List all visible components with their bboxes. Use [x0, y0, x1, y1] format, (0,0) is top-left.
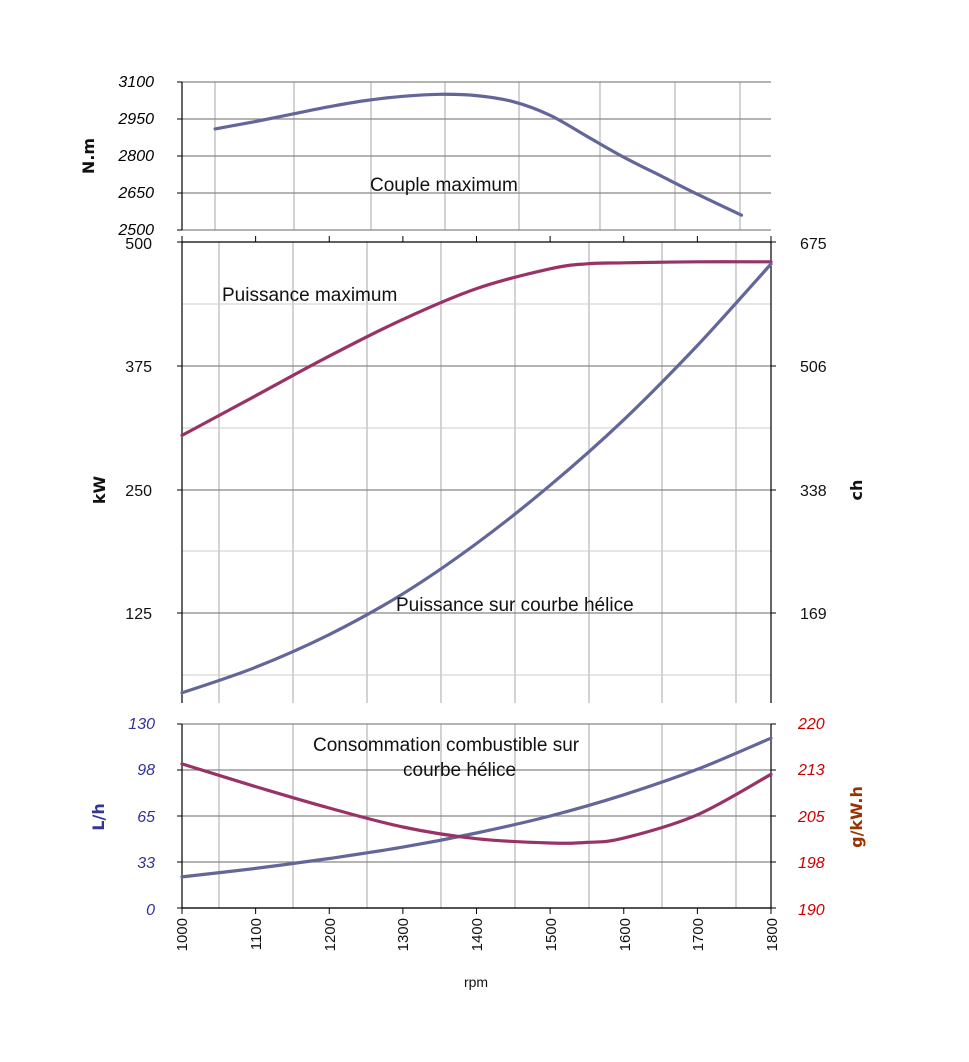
xtick-1400: 1400 — [469, 918, 486, 951]
bot-y2tick-0: 220 — [797, 716, 825, 733]
top-ylabel: N.m — [79, 138, 98, 174]
top-ytick-0: 3100 — [118, 74, 154, 91]
mid-y2tick-0: 675 — [800, 236, 827, 253]
grid-layer — [182, 81, 771, 909]
top-ytick-4: 2500 — [117, 222, 154, 239]
mid-y2label: ch — [847, 480, 866, 501]
mid-ytick-2: 250 — [125, 483, 152, 500]
xtick-1600: 1600 — [617, 918, 634, 951]
top-ytick-3: 2650 — [117, 185, 154, 202]
bot-ytick-2: 65 — [137, 809, 155, 826]
xtick-1800: 1800 — [764, 918, 781, 951]
series-layer — [180, 92, 773, 879]
bot-ytick-3: 33 — [137, 855, 155, 872]
couple-annotation: Couple maximum — [370, 175, 518, 196]
mid-ytick-1: 375 — [125, 359, 152, 376]
consommation-lh-line — [180, 736, 773, 879]
mid-y2tick-2: 338 — [800, 483, 827, 500]
xtick-1700: 1700 — [690, 918, 707, 951]
mid-y2tick-1: 506 — [800, 359, 827, 376]
bot-ytick-4: 0 — [146, 902, 155, 919]
x-axis-label: rpm — [464, 974, 488, 990]
bot-y2tick-1: 213 — [797, 762, 825, 779]
puissance-max-line — [180, 260, 773, 437]
mid-y2tick-3: 169 — [800, 606, 827, 623]
xtick-1200: 1200 — [322, 918, 339, 951]
bot-ytick-0: 130 — [128, 716, 155, 733]
mid-ylabel: kW — [90, 476, 109, 505]
bot-ylabel: L/h — [89, 803, 108, 830]
couple-maximum-line — [213, 92, 744, 217]
xtick-1100: 1100 — [248, 918, 265, 950]
puissance-helice-line — [180, 262, 773, 695]
top-ytick-2: 2800 — [117, 148, 154, 165]
consommation-annotation-line1: Consommation combustible sur — [313, 735, 580, 756]
bot-y2label: g/kW.h — [847, 786, 866, 848]
bot-y2tick-3: 198 — [798, 855, 825, 872]
bot-ytick-1: 98 — [137, 762, 155, 779]
xtick-1300: 1300 — [395, 918, 412, 951]
top-ytick-1: 2950 — [117, 111, 154, 128]
consommation-annotation-line2: courbe hélice — [403, 760, 516, 781]
xtick-1000: 1000 — [174, 918, 191, 951]
bot-y2tick-2: 205 — [797, 809, 825, 826]
xtick-1500: 1500 — [543, 918, 560, 951]
text-layer: 3100 2950 2800 2650 2500 N.m Couple maxi… — [79, 74, 866, 990]
bot-y2tick-4: 190 — [798, 902, 825, 919]
puissance-helice-annotation: Puissance sur courbe hélice — [396, 595, 634, 616]
puissance-max-annotation: Puissance maximum — [222, 285, 397, 306]
mid-ytick-0: 500 — [125, 236, 152, 253]
consommation-gkwh-line — [180, 762, 773, 845]
mid-ytick-3: 125 — [125, 606, 152, 623]
